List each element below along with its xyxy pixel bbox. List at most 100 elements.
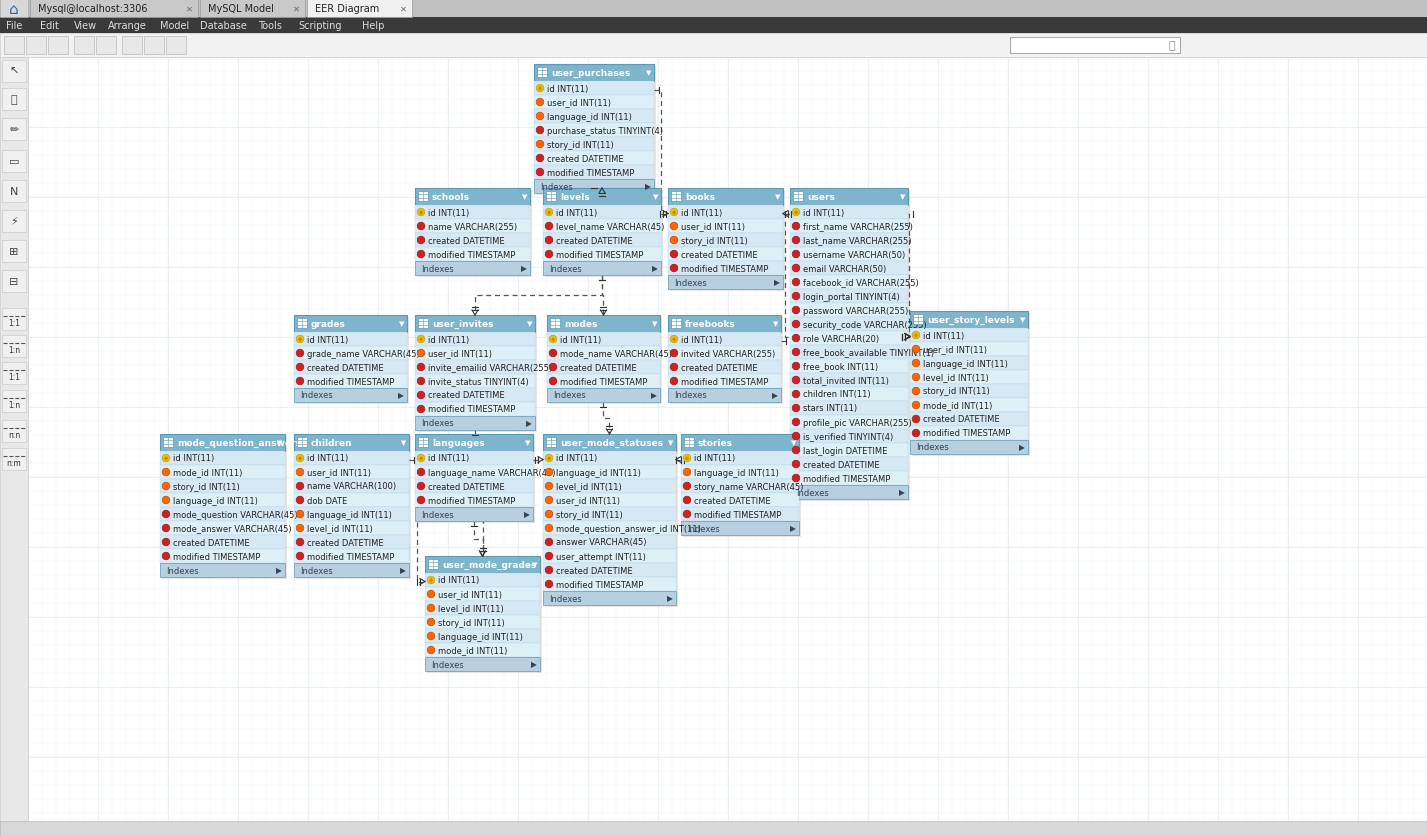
Text: story_id INT(11): story_id INT(11): [681, 237, 748, 245]
Bar: [668, 206, 783, 220]
Text: ◆: ◆: [298, 456, 303, 461]
Text: language_id INT(11): language_id INT(11): [438, 632, 522, 640]
Text: story_id INT(11): story_id INT(11): [923, 387, 990, 396]
Text: ◆: ◆: [672, 210, 676, 215]
Text: modified TIMESTAMP: modified TIMESTAMP: [803, 474, 890, 483]
Bar: [668, 316, 781, 333]
Bar: [160, 435, 285, 451]
Text: free_book INT(11): free_book INT(11): [803, 362, 878, 371]
Circle shape: [792, 237, 799, 244]
Bar: [544, 563, 676, 578]
Circle shape: [163, 524, 170, 533]
Bar: [549, 319, 559, 329]
Bar: [294, 451, 410, 466]
Text: ▶: ▶: [791, 524, 796, 533]
Bar: [425, 630, 539, 643]
Circle shape: [297, 511, 304, 518]
Bar: [791, 345, 908, 359]
Bar: [668, 360, 781, 375]
Text: id INT(11): id INT(11): [428, 454, 469, 463]
Text: modified TIMESTAMP: modified TIMESTAMP: [681, 377, 768, 386]
Bar: [791, 262, 908, 276]
Bar: [160, 535, 285, 549]
Bar: [668, 375, 781, 389]
Circle shape: [671, 237, 678, 244]
Text: level_id INT(11): level_id INT(11): [307, 524, 372, 533]
Bar: [415, 507, 534, 522]
Circle shape: [427, 590, 435, 598]
Bar: [0, 58, 29, 836]
Circle shape: [297, 336, 304, 344]
Text: Indexes: Indexes: [674, 391, 706, 400]
Circle shape: [684, 482, 691, 490]
Text: created DATETIME: created DATETIME: [557, 566, 632, 575]
Text: modified TIMESTAMP: modified TIMESTAMP: [547, 168, 635, 177]
Text: Indexes: Indexes: [421, 510, 454, 519]
Text: ▼: ▼: [900, 194, 906, 201]
Text: user_story_levels: user_story_levels: [928, 315, 1015, 324]
Text: ▶: ▶: [645, 182, 651, 191]
Circle shape: [537, 155, 544, 163]
Bar: [534, 138, 654, 152]
Text: ▼: ▼: [522, 194, 528, 201]
Text: Indexes: Indexes: [421, 419, 454, 428]
Bar: [160, 493, 285, 507]
Bar: [910, 357, 1027, 370]
Bar: [163, 436, 287, 579]
Bar: [427, 558, 542, 673]
Text: id INT(11): id INT(11): [557, 208, 598, 217]
Text: Indexes: Indexes: [300, 566, 332, 575]
Text: ↖: ↖: [10, 67, 19, 77]
Bar: [910, 426, 1027, 441]
Text: story_name VARCHAR(45): story_name VARCHAR(45): [694, 482, 803, 491]
Bar: [96, 37, 116, 55]
Text: schools: schools: [432, 193, 469, 201]
Text: ▼: ▼: [773, 321, 779, 327]
Bar: [297, 319, 307, 329]
Text: Indexes: Indexes: [549, 594, 582, 603]
Bar: [294, 563, 410, 578]
Text: Help: Help: [362, 21, 384, 31]
Bar: [910, 399, 1027, 412]
Bar: [425, 588, 539, 601]
Bar: [415, 316, 535, 333]
Text: ⊞: ⊞: [10, 247, 19, 257]
Text: language_name VARCHAR(45): language_name VARCHAR(45): [428, 468, 555, 477]
Text: dob DATE: dob DATE: [307, 496, 347, 505]
Text: 🔍: 🔍: [1169, 41, 1174, 51]
Circle shape: [671, 209, 678, 217]
Bar: [684, 436, 801, 538]
Text: created DATETIME: created DATETIME: [694, 496, 771, 505]
Text: answer VARCHAR(45): answer VARCHAR(45): [557, 538, 646, 547]
Circle shape: [545, 469, 552, 477]
Bar: [74, 37, 94, 55]
Bar: [544, 220, 661, 234]
Text: mode_id INT(11): mode_id INT(11): [923, 401, 992, 410]
Bar: [791, 220, 908, 234]
Text: ▶: ▶: [521, 264, 527, 273]
Text: username VARCHAR(50): username VARCHAR(50): [803, 250, 905, 259]
Bar: [295, 318, 410, 405]
Bar: [791, 318, 908, 332]
Text: grade_name VARCHAR(45): grade_name VARCHAR(45): [307, 349, 420, 358]
Text: ▼: ▼: [646, 70, 652, 76]
Text: id INT(11): id INT(11): [681, 208, 722, 217]
Bar: [1, 119, 26, 140]
Bar: [544, 189, 661, 206]
Text: Indexes: Indexes: [549, 264, 582, 273]
Bar: [1, 61, 26, 83]
Bar: [671, 191, 681, 201]
Bar: [415, 220, 529, 234]
Bar: [534, 166, 654, 180]
Text: ✕: ✕: [400, 4, 407, 13]
Circle shape: [297, 469, 304, 477]
Bar: [295, 436, 411, 579]
Bar: [544, 435, 676, 451]
Bar: [415, 479, 534, 493]
Circle shape: [792, 390, 799, 398]
Bar: [160, 466, 285, 479]
Bar: [681, 451, 799, 466]
Bar: [1, 390, 26, 412]
Circle shape: [671, 265, 678, 273]
Text: Database: Database: [200, 21, 247, 31]
